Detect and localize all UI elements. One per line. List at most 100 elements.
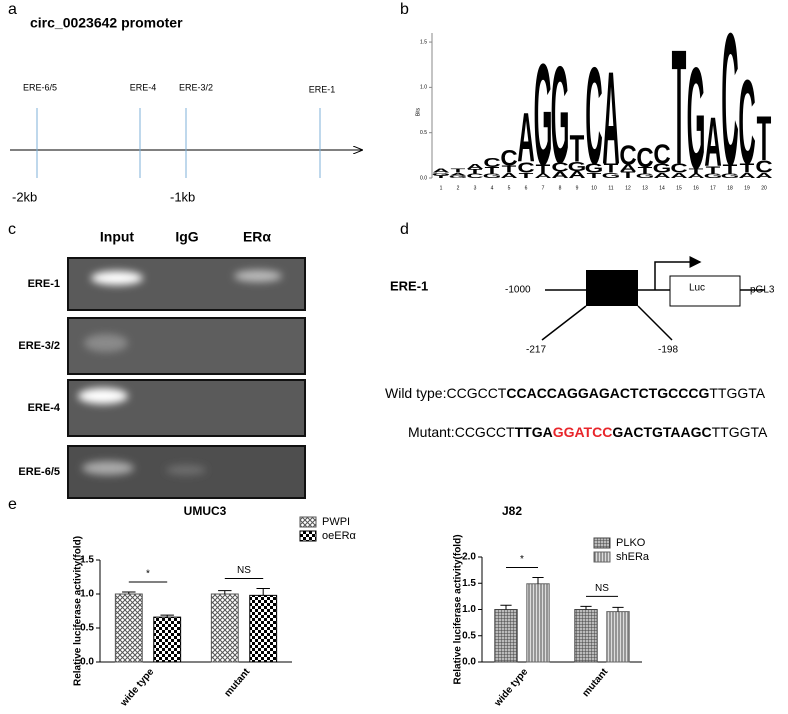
bar xyxy=(153,616,182,663)
y-tick-label: 1.0 xyxy=(462,604,476,615)
logo-xtick-label: 20 xyxy=(761,185,767,191)
logo-letter: A xyxy=(755,171,773,179)
gel-row-label: ERE-3/2 xyxy=(18,340,60,352)
y-tick-label: 0.5 xyxy=(80,623,94,634)
logo-xtick-label: 2 xyxy=(457,185,460,191)
logo-xtick-label: 1 xyxy=(440,185,443,191)
logo-letter: A xyxy=(704,103,721,180)
error-bar xyxy=(122,591,136,594)
region-label: -198 xyxy=(658,345,678,356)
logo-xtick-label: 11 xyxy=(608,185,613,191)
sequence-segment: TTGGTA xyxy=(709,385,765,401)
logo-letter: A xyxy=(500,171,518,179)
logo-ylabel: Bits xyxy=(415,107,421,116)
logo-letter: C xyxy=(585,39,602,194)
logo-letter: T xyxy=(757,104,772,174)
error-bar xyxy=(218,590,232,594)
legend-label: shERa xyxy=(616,551,650,563)
gel-column-label: IgG xyxy=(175,229,198,245)
logo-xtick-label: 12 xyxy=(625,185,631,191)
gel-column-label: Input xyxy=(100,229,135,245)
logo-xtick-label: 9 xyxy=(576,185,579,191)
logo-ytick-label: 0.0 xyxy=(420,175,427,181)
logo-xtick-label: 16 xyxy=(693,185,699,191)
x-tick-label: mutant xyxy=(580,666,610,699)
logo-letter: A xyxy=(619,162,636,173)
logo-letter: C xyxy=(636,144,653,174)
logo-letter: C xyxy=(653,140,670,170)
panel-label: a xyxy=(8,1,17,18)
reporter-label: Luc xyxy=(689,283,705,294)
bar xyxy=(526,583,550,663)
logo-xtick-label: 8 xyxy=(559,185,562,191)
x-tick-label: mutant xyxy=(222,666,252,699)
error-bar xyxy=(160,614,174,618)
logo-letter: A xyxy=(551,170,568,180)
gel-row-label: ERE-6/5 xyxy=(18,466,60,478)
bar xyxy=(574,609,598,663)
sequence-label: Wild type: xyxy=(385,385,446,401)
logo-letter: T xyxy=(740,162,755,176)
y-axis-label: Relative luciferase activity(fold) xyxy=(73,536,84,686)
y-tick-label: 1.5 xyxy=(80,555,94,566)
logo-letter: C xyxy=(670,162,688,176)
construct-start: -1000 xyxy=(505,285,531,296)
logo-letter: T xyxy=(723,163,738,177)
logo-letter: C xyxy=(619,141,636,171)
site-lines xyxy=(36,108,321,178)
sequence-segment: GGATCC xyxy=(553,424,613,440)
logo-letter: A xyxy=(687,172,705,179)
sequence-line: Mutant:CCGCCTTTGAGGATCCGACTGTAAGCTTGGTA xyxy=(408,424,768,440)
logo-letter: T xyxy=(621,170,636,180)
logo-xtick-label: 19 xyxy=(744,185,750,191)
site-label: ERE-3/2 xyxy=(179,82,213,92)
chart-title: J82 xyxy=(502,504,522,518)
y-tick-label: 0.0 xyxy=(462,657,476,668)
logo-letter: T xyxy=(502,163,518,174)
logo-letter: G xyxy=(636,172,655,179)
panel-label: b xyxy=(400,1,409,18)
logo-letter: G xyxy=(721,172,740,179)
legend-swatch xyxy=(593,551,611,563)
logo-xtick-label: 13 xyxy=(642,185,648,191)
logo-xtick-label: 18 xyxy=(727,185,733,191)
bar xyxy=(494,609,518,663)
sequence-segment: CCACCAGGAGACTCTGCCCG xyxy=(506,385,709,401)
logo-letter: A xyxy=(653,171,671,179)
gel xyxy=(67,257,306,499)
error-bar xyxy=(500,604,512,610)
error-bar xyxy=(580,605,592,610)
gel-row-label: ERE-4 xyxy=(28,402,61,414)
panel-label: c xyxy=(8,221,16,238)
logo-letter: G xyxy=(568,160,587,174)
logo-letter: A xyxy=(432,168,450,174)
scale-label: -1kb xyxy=(170,189,195,204)
logo-letter: G xyxy=(483,172,502,179)
sequence-segment: CCGCCT xyxy=(455,424,515,440)
logo-letter: G xyxy=(534,33,553,195)
legend-swatch xyxy=(299,530,317,542)
logo-letter: A xyxy=(568,169,585,180)
sequence-segment: CCGCCT xyxy=(446,385,506,401)
chart-title: UMUC3 xyxy=(184,504,227,518)
logo-letter: C xyxy=(500,145,517,170)
logo-letter: A xyxy=(466,162,484,170)
gel-column-label: ERα xyxy=(243,229,271,245)
gel-row-label: ERE-1 xyxy=(28,278,60,290)
construct-name: ERE-1 xyxy=(390,278,428,293)
logo-xtick-label: 7 xyxy=(542,185,545,191)
logo-xtick-label: 14 xyxy=(659,185,665,191)
logo-letter: A xyxy=(738,171,756,179)
x-tick-label: wide type xyxy=(118,666,157,709)
logo-xtick-label: 6 xyxy=(525,185,528,191)
logo-xtick-label: 10 xyxy=(591,185,597,191)
panel-label: d xyxy=(400,221,409,238)
bar xyxy=(606,611,630,663)
legend-label: PLKO xyxy=(616,537,646,549)
panel-label: e xyxy=(8,496,17,513)
logo-letter: G xyxy=(602,171,621,179)
logo-letter: G xyxy=(551,39,570,194)
y-tick-label: 1.5 xyxy=(462,578,476,589)
logo-ytick-label: 1.5 xyxy=(420,39,427,45)
